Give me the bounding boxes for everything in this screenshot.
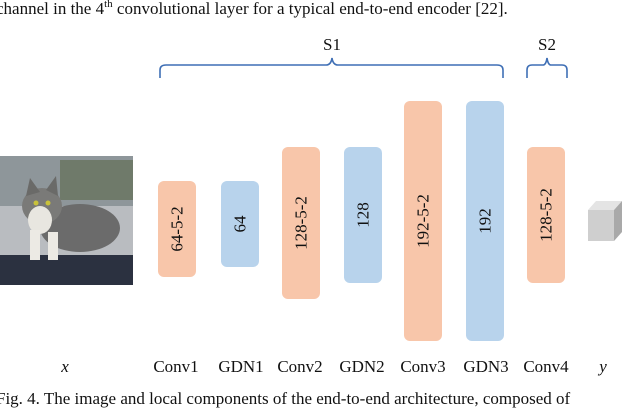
group-label: S1: [323, 35, 341, 54]
layer-name: GDN3: [463, 357, 508, 376]
header-text: channel in the 4th convolutional layer f…: [0, 0, 508, 18]
layer-block: 128-5-2: [527, 147, 565, 283]
layer-name: Conv2: [277, 357, 322, 376]
block-label: 64: [231, 215, 250, 233]
caption: Fig. 4. The image and local components o…: [0, 389, 571, 408]
layer-name: GDN1: [218, 357, 263, 376]
layer-name: Conv4: [523, 357, 569, 376]
layer-block: 128-5-2: [282, 147, 320, 299]
header-superscript: th: [104, 0, 113, 10]
layer-name: Conv1: [153, 357, 198, 376]
output-cube: [588, 201, 622, 241]
block-label: 128-5-2: [537, 188, 556, 242]
layer-block: 64: [221, 181, 259, 267]
block-label: 128: [354, 202, 373, 228]
block: [282, 147, 320, 299]
layer-name: GDN2: [339, 357, 384, 376]
layer-block: 64-5-2: [158, 181, 196, 277]
block: [221, 181, 259, 267]
block-label: 128-5-2: [292, 196, 311, 250]
brace-s1: [159, 57, 504, 78]
brace-s2: [526, 57, 568, 78]
block: [404, 101, 442, 341]
block: [466, 101, 504, 341]
group-label: S2: [538, 35, 556, 54]
block: [158, 181, 196, 277]
layer-name: Conv3: [400, 357, 445, 376]
output-label: y: [597, 357, 607, 376]
layer-block: 192-5-2: [404, 101, 442, 341]
layer-block: 128: [344, 147, 382, 283]
block-label: 64-5-2: [168, 206, 187, 251]
input-label: x: [60, 357, 69, 376]
header-main: channel in the 4: [0, 0, 105, 18]
block-label: 192: [476, 208, 495, 234]
block: [527, 147, 565, 283]
layer-block: 192: [466, 101, 504, 341]
block-label: 192-5-2: [414, 194, 433, 248]
header-end: convolutional layer for a typical end-to…: [113, 0, 508, 18]
input-image: [0, 156, 133, 285]
block: [344, 147, 382, 283]
